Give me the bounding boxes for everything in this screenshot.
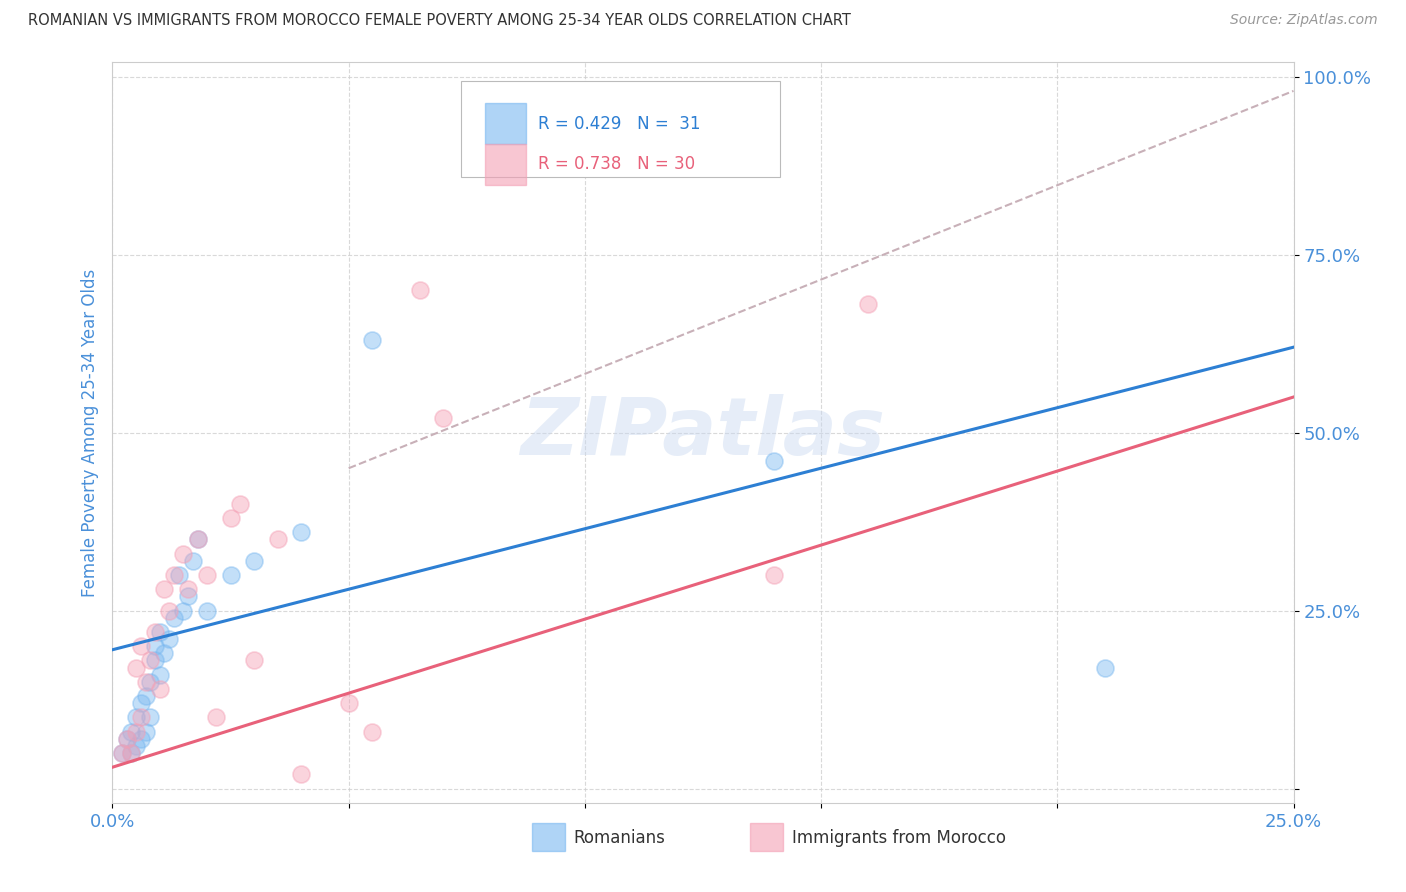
Point: [219, 511, 242, 525]
Point: [243, 653, 266, 667]
Point: [135, 689, 157, 703]
Point: [157, 632, 180, 646]
Point: [139, 653, 162, 667]
Point: [143, 624, 166, 639]
Point: [157, 604, 180, 618]
Text: ZIPatlas: ZIPatlas: [520, 393, 886, 472]
Point: [125, 739, 148, 753]
Point: [1094, 660, 1116, 674]
Text: R = 0.738   N = 30: R = 0.738 N = 30: [537, 155, 695, 173]
Point: [361, 333, 384, 347]
Point: [290, 767, 312, 781]
Point: [120, 724, 142, 739]
Point: [186, 533, 208, 547]
Point: [149, 667, 172, 681]
Point: [139, 674, 162, 689]
Point: [120, 746, 142, 760]
Point: [181, 554, 204, 568]
Point: [177, 582, 200, 597]
Point: [149, 624, 172, 639]
Point: [135, 724, 157, 739]
Point: [432, 411, 454, 425]
Point: [205, 710, 228, 724]
Point: [762, 568, 785, 582]
Text: Immigrants from Morocco: Immigrants from Morocco: [792, 829, 1005, 847]
Point: [167, 568, 190, 582]
Point: [243, 554, 266, 568]
FancyBboxPatch shape: [485, 103, 526, 144]
Point: [129, 710, 152, 724]
Point: [125, 660, 148, 674]
Text: ROMANIAN VS IMMIGRANTS FROM MOROCCO FEMALE POVERTY AMONG 25-34 YEAR OLDS CORRELA: ROMANIAN VS IMMIGRANTS FROM MOROCCO FEMA…: [28, 13, 851, 29]
Point: [125, 710, 148, 724]
Y-axis label: Female Poverty Among 25-34 Year Olds: Female Poverty Among 25-34 Year Olds: [80, 268, 98, 597]
Text: Source: ZipAtlas.com: Source: ZipAtlas.com: [1230, 13, 1378, 28]
Point: [163, 568, 186, 582]
Point: [111, 746, 134, 760]
Point: [290, 525, 312, 540]
Point: [125, 724, 148, 739]
FancyBboxPatch shape: [461, 81, 780, 178]
Point: [219, 568, 242, 582]
Text: Romanians: Romanians: [574, 829, 665, 847]
Point: [129, 696, 152, 710]
Point: [143, 653, 166, 667]
Point: [195, 604, 218, 618]
Point: [186, 533, 208, 547]
Point: [153, 646, 176, 660]
Point: [143, 639, 166, 653]
Point: [115, 731, 138, 746]
Point: [337, 696, 360, 710]
Point: [135, 674, 157, 689]
Point: [267, 533, 290, 547]
Point: [172, 547, 194, 561]
Point: [115, 731, 138, 746]
Text: R = 0.429   N =  31: R = 0.429 N = 31: [537, 114, 700, 133]
FancyBboxPatch shape: [531, 822, 565, 851]
FancyBboxPatch shape: [485, 144, 526, 185]
Point: [195, 568, 218, 582]
Point: [163, 611, 186, 625]
Point: [177, 590, 200, 604]
Point: [139, 710, 162, 724]
Point: [153, 582, 176, 597]
Point: [361, 724, 384, 739]
Point: [129, 639, 152, 653]
Point: [129, 731, 152, 746]
Point: [172, 604, 194, 618]
Point: [858, 297, 880, 311]
Point: [149, 681, 172, 696]
Point: [111, 746, 134, 760]
FancyBboxPatch shape: [751, 822, 783, 851]
Point: [120, 746, 142, 760]
Point: [229, 497, 252, 511]
Point: [408, 283, 430, 297]
Point: [762, 454, 785, 468]
